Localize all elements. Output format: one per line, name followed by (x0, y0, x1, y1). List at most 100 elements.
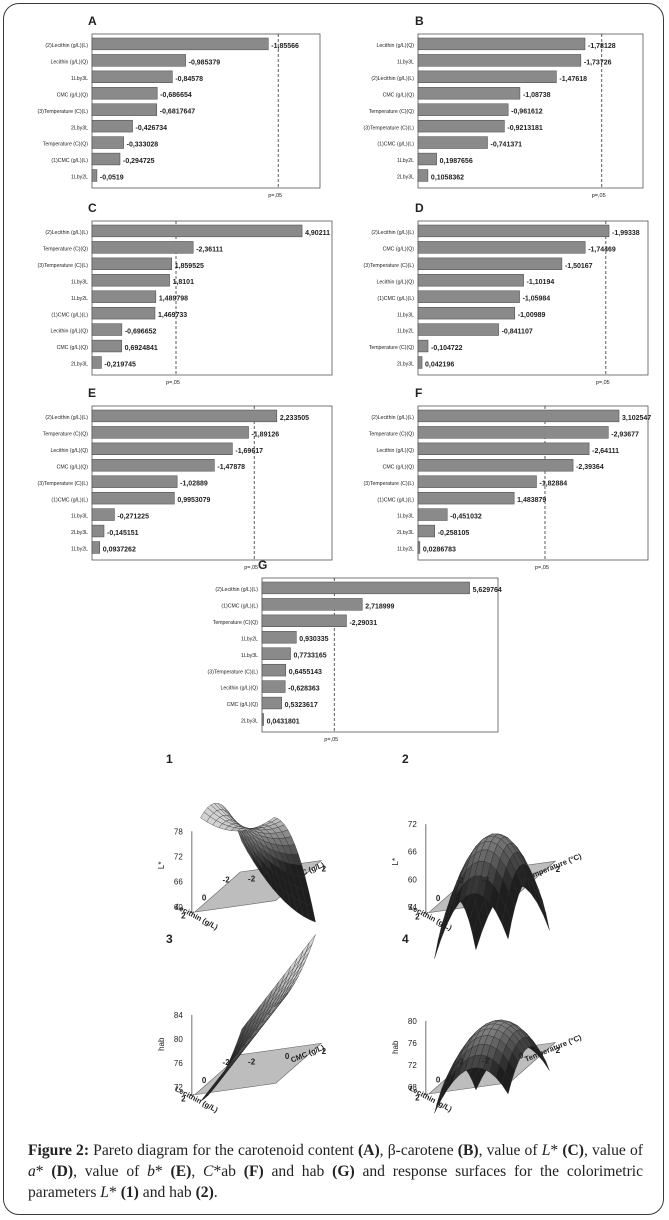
bar-value-label: -1,85566 (271, 43, 299, 50)
pareto-bar (261, 647, 291, 660)
bar-category-label: Lecithin (g/L)(Q) (377, 448, 415, 454)
bar-value-label: -1,47618 (559, 76, 587, 83)
bar-value-label: -0,985379 (189, 59, 221, 66)
bar-category-label: 2Lby3L (241, 719, 258, 725)
bar-category-label: 2Lby3L (397, 175, 414, 181)
panel-letter: C (88, 201, 97, 215)
pareto-bar (417, 37, 586, 51)
bar-value-label: -0,696652 (125, 329, 157, 336)
significance-label: p=,05 (535, 565, 549, 571)
x-tick-label: -2 (457, 876, 465, 885)
bar-value-label: -0,841107 (502, 329, 533, 336)
bar-category-label: 1Lby2L (397, 547, 414, 553)
pareto-bar (417, 339, 429, 353)
pareto-bar (91, 274, 170, 287)
x-tick-label: 2 (181, 1094, 186, 1103)
bar-category-label: (1)CMC (g/L)(L) (377, 296, 414, 302)
caption-label: Figure 2: (28, 1142, 90, 1159)
contour-floor (193, 1042, 323, 1096)
pareto-bar (91, 169, 98, 182)
panel-letter: B (415, 14, 424, 28)
pareto-bar (261, 713, 264, 726)
bar-value-label: 2,233505 (280, 415, 309, 422)
bar-category-label: CMC (g/L)(Q) (383, 464, 415, 470)
bar-value-label: -1,00989 (518, 312, 546, 319)
bar-category-label: 2Lby3L (71, 125, 88, 131)
bar-category-label: CMC (g/L)(Q) (57, 464, 89, 470)
bar-category-label: (1)CMC (g/L)(L) (51, 312, 88, 318)
x-tick-label: 0 (436, 1075, 441, 1084)
pareto-bar (91, 306, 156, 320)
bar-category-label: (3)Temperature (C)(L) (364, 481, 415, 487)
y-tick-label: 0 (285, 1052, 290, 1061)
bar-category-label: (2)Lecithin (g/L)(L) (45, 43, 88, 49)
panel-number: 3 (166, 932, 173, 946)
pareto-bar (417, 224, 610, 238)
caption-segment: * (108, 1184, 121, 1201)
bar-value-label: -1,74469 (588, 246, 616, 253)
bar-category-label: 1Lby3L (71, 279, 88, 285)
pareto-bar (417, 524, 435, 538)
pareto-bar (417, 103, 509, 116)
bar-category-label: (2)Lecithin (g/L)(L) (371, 76, 414, 82)
bar-category-label: 1Lby3L (71, 514, 88, 520)
bar-category-label: (1)CMC (g/L)(L) (377, 142, 414, 148)
pareto-bar (417, 152, 437, 166)
bar-value-label: 0,5323617 (285, 702, 318, 709)
bar-value-label: 1,483879 (517, 497, 546, 504)
caption-segment: L (100, 1184, 109, 1201)
bar-category-label: 1Lby2L (71, 296, 88, 302)
y-tick-label: -2 (482, 1057, 490, 1066)
caption-segment: * (550, 1142, 563, 1159)
bar-value-label: -0,6817647 (160, 109, 196, 116)
bar-value-label: 0,1058362 (431, 174, 464, 181)
caption-segment: , β-carotene (379, 1142, 458, 1159)
bar-category-label: Temperature (C)(Q) (213, 620, 259, 626)
bar-value-label: -0,258105 (438, 530, 470, 537)
significance-label: p=,05 (244, 565, 258, 571)
pareto-bar (91, 152, 121, 166)
bar-category-label: CMC (g/L)(Q) (57, 345, 89, 351)
z-axis-label: hab (157, 1037, 166, 1051)
bar-value-label: 2,718999 (365, 603, 394, 610)
bar-value-label: -1,78128 (588, 43, 616, 50)
bar-category-label: 1Lby2L (397, 158, 414, 164)
bar-category-label: 2Lby3L (397, 530, 414, 536)
bar-category-label: (2)Lecithin (g/L)(L) (45, 415, 88, 421)
pareto-bar (417, 70, 557, 83)
pareto-bar (417, 257, 563, 270)
y-tick-label: 0 (519, 870, 524, 879)
y-tick-label: 2 (322, 1047, 327, 1056)
significance-label: p=,05 (166, 380, 180, 386)
pareto-bar (261, 631, 297, 644)
z-tick-label: 60 (174, 903, 183, 912)
pareto-bar (417, 409, 620, 423)
surface-cell (501, 905, 512, 940)
bar-category-label: 1Lby3L (397, 312, 414, 318)
bar-value-label: -2,64111 (592, 448, 619, 455)
caption-segment: C (203, 1163, 214, 1180)
pareto-bar (417, 54, 582, 67)
bar-value-label: 0,1987656 (440, 158, 473, 165)
bar-value-label: -1,82884 (539, 481, 567, 488)
pareto-bar (91, 491, 175, 505)
z-axis-label: L* (391, 858, 400, 866)
pareto-bar (91, 241, 194, 254)
x-tick-label: 2 (181, 912, 186, 921)
pareto-bar (91, 136, 124, 149)
bar-value-label: 3,102547 (622, 415, 651, 422)
pareto-bar (91, 70, 173, 83)
pareto-bar (417, 169, 429, 182)
bar-category-label: Temperature (C)(Q) (369, 431, 415, 437)
z-tick-label: 66 (174, 878, 183, 887)
x-tick-label: -2 (223, 875, 231, 884)
caption-segment: and hab (138, 1184, 196, 1201)
bar-value-label: 0,9953079 (177, 497, 210, 504)
z-tick-label: 80 (408, 1017, 417, 1026)
bar-category-label: 1Lby3L (397, 514, 414, 520)
bar-category-label: (2)Lecithin (g/L)(L) (371, 230, 414, 236)
y-tick-label: 2 (556, 865, 561, 874)
bar-value-label: -0,686654 (160, 92, 192, 99)
bar-value-label: -2,39364 (576, 464, 604, 471)
